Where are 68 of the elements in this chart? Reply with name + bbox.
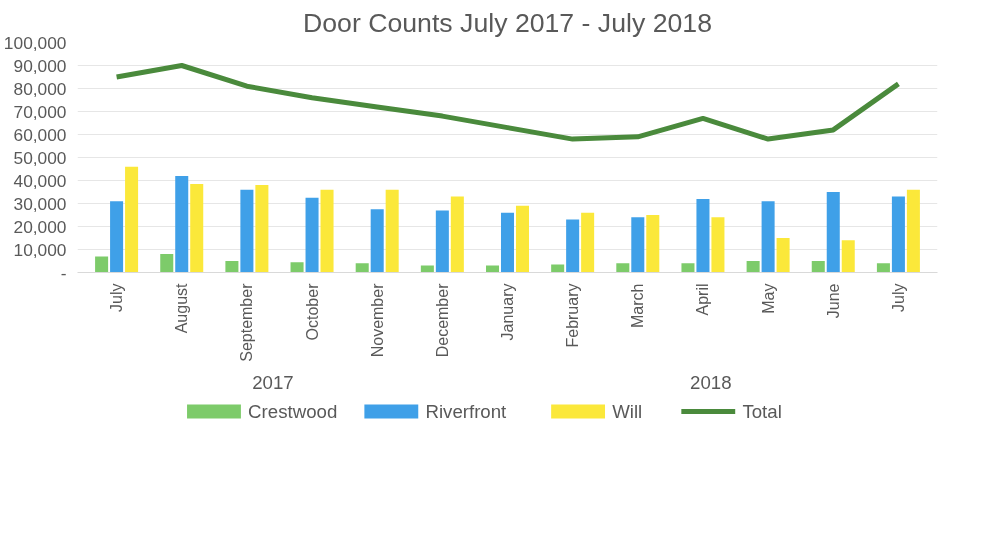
bar (95, 256, 109, 273)
chart-title: Door Counts July 2017 - July 2018 (303, 7, 712, 38)
bar (841, 240, 855, 273)
bar (681, 263, 695, 273)
x-tick-label: March (629, 283, 647, 328)
y-tick-label: - (60, 262, 67, 283)
y-tick-label: 80,000 (13, 78, 67, 99)
y-tick-label: 50,000 (13, 147, 67, 168)
y-tick-label: 40,000 (13, 170, 67, 191)
bar (160, 254, 174, 273)
bar (876, 263, 890, 273)
bar (515, 205, 529, 273)
bar (320, 189, 334, 273)
bar (696, 198, 710, 273)
bar (646, 215, 660, 273)
bar (355, 263, 369, 273)
x-tick-label: January (499, 283, 516, 341)
bar (305, 197, 319, 273)
x-tick-label: September (238, 282, 256, 362)
bar (225, 261, 239, 273)
y-tick-label: 90,000 (13, 55, 67, 76)
bar (551, 264, 565, 273)
legend-label: Crestwood (248, 401, 338, 422)
bar (175, 175, 189, 273)
x-tick-label: August (173, 282, 191, 334)
y-tick-label: 70,000 (13, 101, 67, 122)
bar (190, 183, 204, 273)
y-tick-label: 100,000 (3, 32, 67, 53)
bar (290, 262, 304, 273)
bar (370, 209, 384, 273)
bar (906, 189, 920, 273)
text: 2017 (252, 371, 294, 393)
bar (616, 263, 630, 273)
bar (500, 212, 515, 273)
y-tick-label: 30,000 (13, 193, 67, 214)
bar (240, 189, 254, 273)
bar (811, 261, 825, 273)
bar (711, 217, 725, 273)
x-tick-label: February (564, 283, 582, 348)
bar (776, 238, 790, 273)
x-tick-label: July (108, 283, 126, 312)
bar (435, 210, 449, 273)
bar (631, 217, 645, 273)
bar (450, 196, 464, 273)
x-tick-label: June (824, 283, 842, 319)
bar (110, 201, 124, 273)
bar (891, 196, 905, 273)
bar (581, 212, 595, 273)
bar (826, 192, 840, 273)
x-tick-label: July (889, 283, 907, 312)
legend-label: Total (742, 401, 782, 422)
x-tick-label: May (759, 283, 777, 314)
bar (761, 201, 775, 273)
bar (125, 166, 139, 273)
x-tick-label: November (368, 282, 386, 358)
y-tick-label: 20,000 (13, 216, 67, 237)
bar (385, 189, 399, 273)
x-tick-label: April (694, 283, 712, 316)
y-tick-label: 10,000 (13, 239, 67, 260)
legend-label: Riverfront (425, 401, 508, 422)
bar (566, 219, 580, 273)
y-tick-label: 60,000 (13, 124, 67, 145)
bar (746, 261, 760, 273)
x-tick-label: October (303, 282, 321, 341)
legend-label: Will (612, 401, 643, 422)
text: 2018 (690, 371, 732, 393)
x-tick-label: December (433, 282, 451, 358)
bar (255, 185, 269, 273)
